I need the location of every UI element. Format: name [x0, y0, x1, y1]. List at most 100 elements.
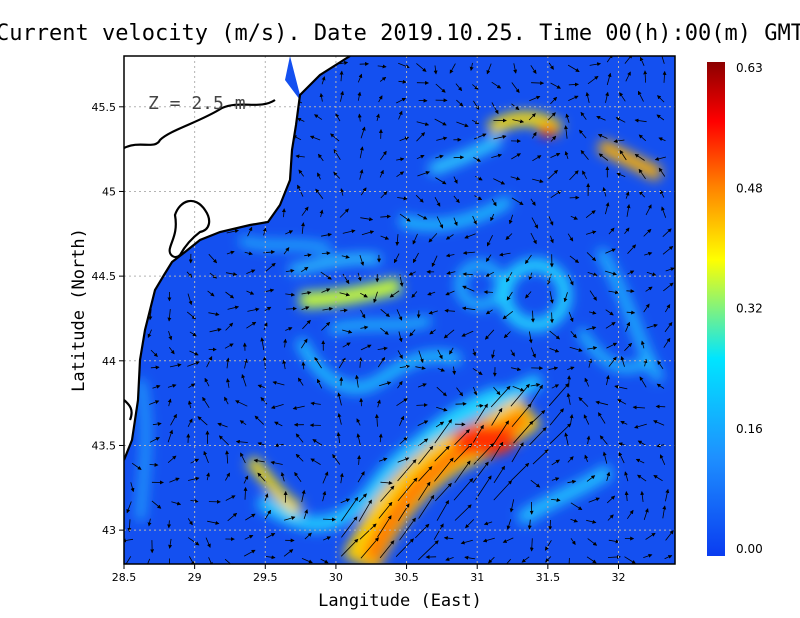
vector-arrow	[186, 311, 197, 320]
vector-arrow	[626, 310, 636, 315]
vector-arrow	[379, 169, 384, 178]
vector-arrow	[408, 271, 416, 276]
vector-arrow	[147, 518, 152, 527]
vector-arrow	[187, 361, 200, 367]
vector-arrow	[225, 450, 230, 464]
vector-arrow	[513, 420, 534, 444]
vector-arrow	[529, 95, 541, 102]
vector-arrow	[658, 137, 666, 142]
vector-arrow	[454, 429, 470, 446]
vector-arrow	[225, 291, 235, 299]
vector-arrow	[452, 366, 457, 375]
vector-arrow	[340, 498, 351, 504]
vector-arrow	[241, 373, 247, 387]
vector-arrow	[665, 488, 670, 502]
vector-arrow	[264, 493, 269, 501]
vector-arrow	[235, 439, 248, 444]
vector-arrow	[511, 153, 521, 160]
x-axis-ticks: 28.5 29 29.5 30 30.5 31 31.5 32	[112, 564, 625, 584]
vector-arrow	[473, 443, 494, 465]
vector-arrow	[528, 113, 536, 121]
vector-arrow	[418, 350, 424, 364]
vector-arrow	[396, 157, 405, 162]
vector-arrow	[340, 496, 359, 522]
vector-arrow	[587, 346, 598, 351]
vector-arrow	[301, 306, 310, 311]
vector-arrow	[167, 455, 177, 464]
vector-arrow	[318, 153, 324, 162]
coastline-inland	[124, 99, 276, 150]
x-tick-label: 29.5	[253, 571, 278, 584]
vector-arrow	[472, 348, 477, 357]
vector-arrow	[619, 149, 627, 161]
vector-arrow	[625, 71, 631, 82]
vector-arrow	[314, 114, 323, 120]
vector-arrow	[397, 477, 418, 502]
vector-arrow	[358, 499, 372, 522]
vector-arrow	[499, 252, 511, 257]
vector-arrow	[167, 383, 177, 388]
vector-arrow	[598, 153, 609, 161]
vector-arrow	[472, 84, 479, 90]
vector-arrow	[150, 349, 158, 357]
grid-lines	[124, 56, 675, 564]
vector-arrow	[168, 538, 173, 549]
vector-arrow	[302, 319, 311, 330]
vector-arrow	[342, 329, 353, 334]
vector-arrow	[461, 306, 476, 311]
vector-arrow	[342, 342, 351, 348]
vector-arrow	[399, 415, 405, 426]
vector-arrow	[217, 422, 228, 428]
vector-arrow	[283, 338, 288, 348]
vector-arrow	[445, 253, 455, 258]
vector-arrow	[525, 254, 532, 265]
vector-arrow	[319, 209, 324, 218]
vector-arrow	[246, 290, 255, 295]
vector-arrow	[654, 156, 666, 161]
vector-arrow	[226, 229, 239, 234]
vector-arrow	[619, 92, 626, 102]
vector-arrow	[627, 270, 635, 275]
vector-arrow	[396, 398, 408, 407]
vector-arrow	[225, 472, 230, 481]
x-tick-label: 31	[470, 571, 484, 584]
vector-arrow	[473, 100, 480, 110]
vector-arrow	[445, 234, 454, 240]
vector-arrow	[598, 412, 606, 424]
vector-arrow	[486, 63, 492, 75]
vector-arrow	[322, 490, 327, 502]
vector-arrow	[437, 367, 446, 372]
vector-arrow	[658, 167, 666, 177]
vector-arrow	[270, 404, 284, 409]
vector-arrow	[360, 126, 366, 139]
vector-arrow	[587, 272, 598, 277]
vector-arrow	[152, 422, 162, 426]
vector-arrow	[416, 121, 430, 126]
vector-arrow	[548, 216, 554, 226]
vector-arrow	[585, 210, 596, 219]
vector-arrow	[513, 63, 518, 74]
vector-arrow	[445, 290, 455, 296]
vector-arrow	[493, 480, 513, 501]
vector-arrow	[227, 512, 238, 522]
vector-arrow	[435, 482, 452, 502]
vector-arrow	[474, 195, 483, 201]
vector-arrow	[568, 95, 579, 101]
vector-arrow	[586, 519, 597, 524]
vector-arrow	[530, 65, 537, 74]
vector-arrow	[257, 384, 267, 389]
vector-arrow	[395, 538, 414, 557]
vector-arrow	[150, 365, 160, 370]
vector-arrow	[355, 374, 359, 388]
vector-arrow	[333, 171, 341, 179]
vector-arrow	[340, 538, 359, 557]
vector-arrow	[550, 96, 558, 105]
vector-arrow	[339, 70, 344, 82]
band-5	[398, 195, 513, 230]
vector-arrow	[208, 253, 218, 264]
vector-arrow	[506, 272, 513, 283]
vector-arrow	[529, 538, 534, 552]
vector-arrow	[645, 286, 653, 292]
vector-arrow	[246, 321, 257, 329]
vector-arrow	[663, 282, 674, 292]
